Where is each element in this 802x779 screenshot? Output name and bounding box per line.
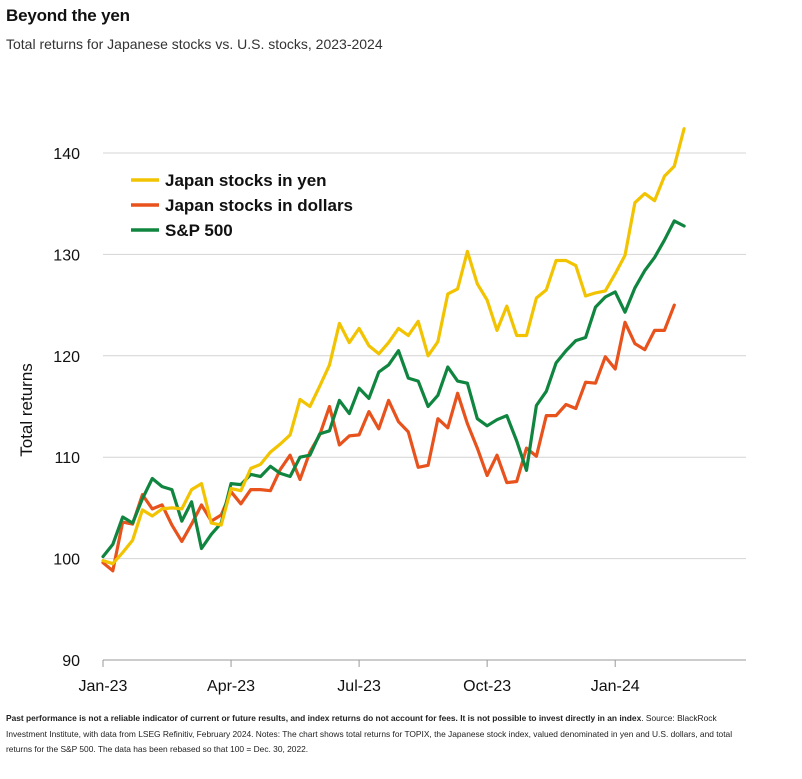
footnote-source: . Source: BlackRock Investment Institute… xyxy=(6,713,733,754)
y-axis-tick-labels: 90 100 110 120 130 140 xyxy=(53,146,80,670)
y-tick-label: 120 xyxy=(53,349,80,366)
y-tick-label: 100 xyxy=(53,552,80,569)
y-tick-label: 110 xyxy=(54,450,80,467)
footnote-disclaimer: Past performance is not a reliable indic… xyxy=(6,713,642,723)
y-tick-label: 130 xyxy=(53,247,80,264)
x-tick-label: Jan-23 xyxy=(79,678,128,695)
chart-subtitle: Total returns for Japanese stocks vs. U.… xyxy=(6,36,383,52)
series-lines xyxy=(101,127,686,573)
x-tick-label: Jan-24 xyxy=(591,678,640,695)
series-line-japan-stocks-in-dollars xyxy=(101,303,676,573)
legend: Japan stocks in yen Japan stocks in dolla… xyxy=(131,171,353,240)
x-tick-label: Jul-23 xyxy=(337,678,381,695)
y-axis-label: Total returns xyxy=(17,363,36,457)
legend-label: S&P 500 xyxy=(165,221,233,240)
footnote: Past performance is not a reliable indic… xyxy=(6,711,746,758)
legend-label: Japan stocks in yen xyxy=(165,171,327,190)
x-tick-label: Oct-23 xyxy=(463,678,511,695)
line-chart: 90 100 110 120 130 140 Jan-23 Apr-23 Jul-23 Oct-… xyxy=(17,127,746,695)
y-tick-label: 140 xyxy=(53,146,80,163)
x-axis: Jan-23 Apr-23 Jul-23 Oct-23 Jan-24 xyxy=(79,659,746,695)
chart-title: Beyond the yen xyxy=(6,6,130,25)
x-tick-label: Apr-23 xyxy=(207,678,255,695)
legend-label: Japan stocks in dollars xyxy=(165,196,353,215)
series-line-s-p-500 xyxy=(101,219,686,559)
series-line-japan-stocks-in-yen xyxy=(101,127,686,566)
y-tick-label: 90 xyxy=(62,653,80,670)
